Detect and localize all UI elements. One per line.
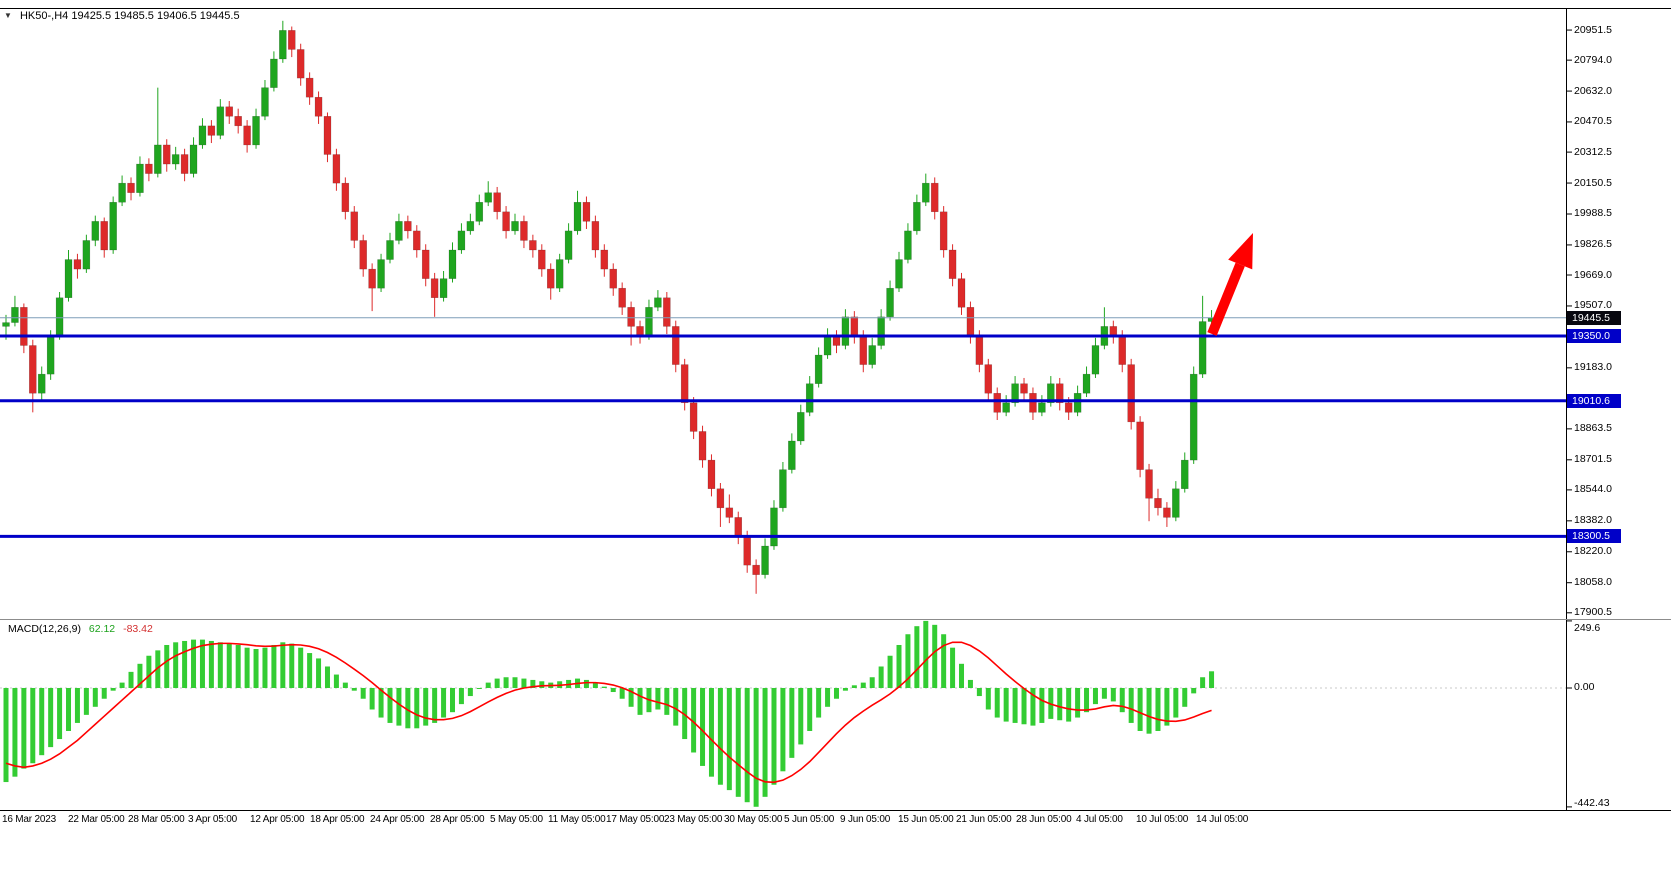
level-price-label: 18300.5 bbox=[1567, 529, 1621, 544]
chart-frame bbox=[0, 8, 1671, 811]
level-price-label: 19010.6 bbox=[1567, 393, 1621, 408]
time-tick-label: 10 Jul 05:00 bbox=[1136, 814, 1189, 825]
candlesticks[interactable] bbox=[2, 20, 1216, 594]
price-tick-label: 20632.0 bbox=[1574, 84, 1612, 97]
macd-signal-line[interactable] bbox=[5, 641, 1212, 784]
price-tick-label: 20312.5 bbox=[1574, 145, 1612, 158]
time-tick-label: 16 Mar 2023 bbox=[2, 814, 56, 825]
price-tick-label: 20951.5 bbox=[1574, 23, 1612, 36]
time-tick-label: 23 May 05:00 bbox=[664, 814, 723, 825]
time-tick-label: 28 Mar 05:00 bbox=[128, 814, 185, 825]
price-tick-label: 19669.0 bbox=[1574, 268, 1612, 281]
time-tick-label: 9 Jun 05:00 bbox=[840, 814, 891, 825]
time-tick-label: 21 Jun 05:00 bbox=[956, 814, 1012, 825]
price-tick-label: 20794.0 bbox=[1574, 53, 1612, 66]
macd-tick-label: -442.43 bbox=[1574, 797, 1610, 809]
price-tick-label: 19507.0 bbox=[1574, 299, 1612, 312]
time-tick-label: 3 Apr 05:00 bbox=[188, 814, 237, 825]
time-tick-label: 5 Jun 05:00 bbox=[784, 814, 835, 825]
time-tick-label: 11 May 05:00 bbox=[548, 814, 606, 825]
price-tick-label: 18220.0 bbox=[1574, 545, 1612, 558]
support-resistance-lines[interactable] bbox=[0, 334, 1566, 538]
price-tick-label: 18544.0 bbox=[1574, 483, 1612, 496]
current-price-label: 19445.5 bbox=[1567, 310, 1621, 325]
macd-axis[interactable]: 249.6 0.00 -442.43 bbox=[1566, 620, 1671, 810]
time-tick-label: 28 Apr 05:00 bbox=[430, 814, 485, 825]
price-tick-label: 20470.5 bbox=[1574, 115, 1612, 128]
time-tick-label: 5 May 05:00 bbox=[490, 814, 543, 825]
dropdown-arrow-icon[interactable]: ▼ bbox=[4, 11, 12, 20]
macd-tick-label: 249.6 bbox=[1574, 622, 1601, 634]
price-tick-label: 18701.5 bbox=[1574, 453, 1612, 466]
macd-signal-value: -83.42 bbox=[123, 623, 153, 635]
time-tick-label: 14 Jul 05:00 bbox=[1196, 814, 1249, 825]
level-price-label: 19350.0 bbox=[1567, 328, 1621, 343]
price-tick-label: 19826.5 bbox=[1574, 238, 1612, 251]
price-tick-label: 19988.5 bbox=[1574, 207, 1612, 220]
symbol-label: ▼ HK50-,H4 19425.5 19485.5 19406.5 19445… bbox=[4, 10, 240, 22]
macd-name: MACD(12,26,9) bbox=[8, 623, 81, 635]
time-tick-label: 17 May 05:00 bbox=[606, 814, 665, 825]
time-tick-label: 15 Jun 05:00 bbox=[898, 814, 954, 825]
price-tick-label: 18382.0 bbox=[1574, 514, 1612, 527]
price-axis[interactable]: 20951.5 20794.0 20632.0 20470.5 20312.5 20150… bbox=[1566, 8, 1671, 619]
time-tick-label: 28 Jun 05:00 bbox=[1016, 814, 1072, 825]
macd-main-value: 62.12 bbox=[88, 623, 116, 635]
time-tick-label: 4 Jul 05:00 bbox=[1076, 814, 1123, 825]
time-tick-label: 30 May 05:00 bbox=[724, 814, 783, 825]
time-tick-label: 18 Apr 05:00 bbox=[310, 814, 365, 825]
macd-tick-label: 0.00 bbox=[1574, 681, 1595, 694]
macd-histogram[interactable] bbox=[3, 620, 1215, 807]
price-tick-label: 20150.5 bbox=[1574, 176, 1612, 189]
price-tick-label: 17900.5 bbox=[1574, 606, 1612, 619]
time-tick-label: 24 Apr 05:00 bbox=[370, 814, 425, 825]
time-axis[interactable]: 16 Mar 2023 22 Mar 05:00 28 Mar 05:00 3 Apr… bbox=[0, 814, 1671, 834]
symbol-ohlc: 19425.5 19485.5 19406.5 19445.5 bbox=[71, 10, 240, 22]
price-tick-label: 18863.5 bbox=[1574, 422, 1612, 435]
price-tick-label: 18058.0 bbox=[1574, 576, 1612, 589]
macd-indicator-label: MACD(12,26,9) 62.12 -83.42 bbox=[8, 623, 158, 635]
price-tick-label: 19183.0 bbox=[1574, 361, 1612, 374]
trend-arrow[interactable] bbox=[1207, 233, 1253, 336]
symbol-title: HK50-,H4 bbox=[19, 10, 69, 22]
time-tick-label: 12 Apr 05:00 bbox=[250, 814, 305, 825]
time-tick-label: 22 Mar 05:00 bbox=[68, 814, 125, 825]
